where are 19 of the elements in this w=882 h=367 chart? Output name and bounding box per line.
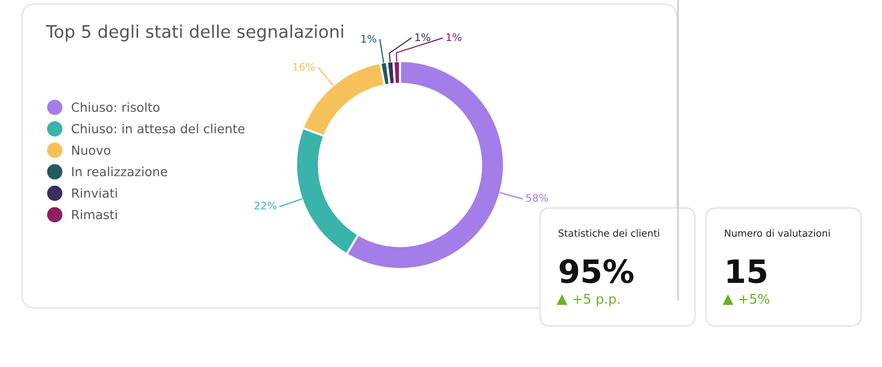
text: +5% [739,294,770,304]
text: Statistiche dei clienti [558,229,660,237]
text: 15 [728,260,766,284]
legend-label: Rinviati [72,188,117,198]
data-label: 1% [446,33,462,42]
data-label: 22% [254,202,276,210]
legend-label: In realizzazione [72,166,168,176]
data-label: 1% [415,33,430,42]
chart-title: Top 5 degli stati delle segnalazioni [46,24,344,42]
legend-label: Chiuso: in attesa del cliente [72,124,244,134]
text: Numero di valutazioni [724,229,830,237]
legend-label: Rimasti [72,210,117,220]
data-label: 1% [361,34,376,43]
legend-label: Chiuso: risolto [72,102,160,112]
text: +5 p.p. [573,294,620,306]
data-label: 58% [526,194,548,202]
legend-label: Nuovo [72,146,110,155]
data-label: 16% [293,62,315,71]
text: 95% [560,259,634,284]
